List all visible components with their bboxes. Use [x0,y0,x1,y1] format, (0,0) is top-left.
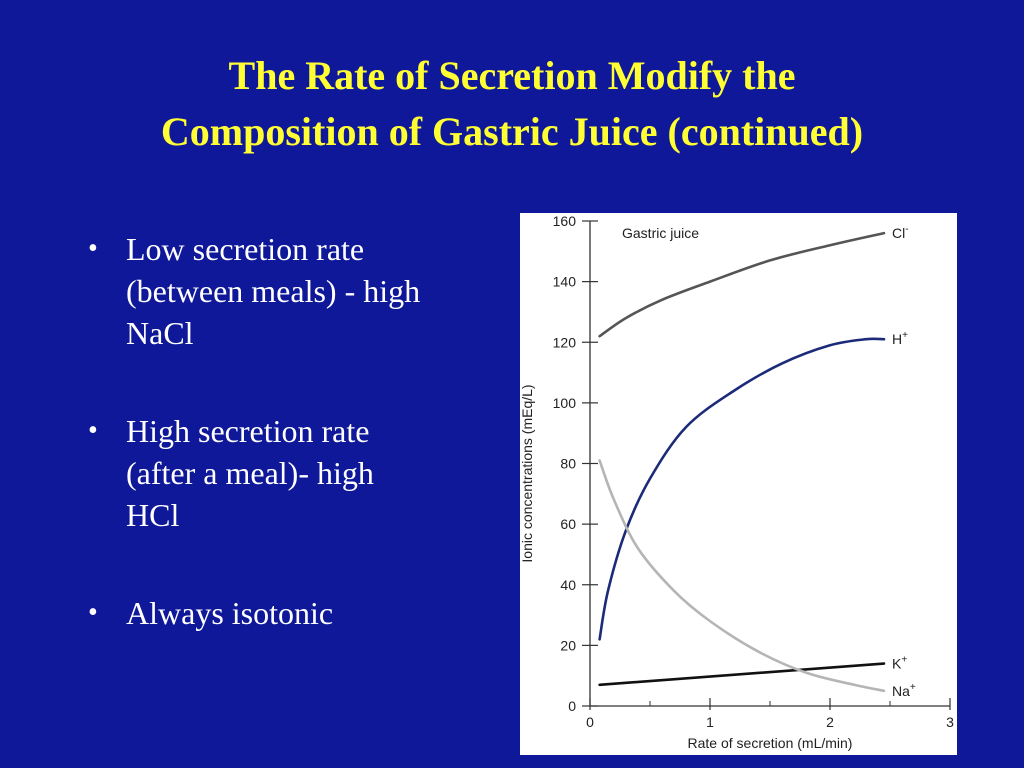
bullet-item: • Always isotonic [88,592,508,634]
y-tick-label: 140 [553,274,577,290]
bullet-item: • Low secretion rate (between meals) - h… [88,228,508,354]
y-tick-label: 100 [553,395,577,411]
y-tick-label: 120 [553,334,577,350]
series-label-Cl-: Cl- [892,224,909,241]
series-label-H+: H+ [892,330,908,347]
series-label-Na+: Na+ [892,682,916,699]
gastric-juice-chart: 0 20 40 60 80 100 120 140 160 0 1 2 3 Rate of secreti… [520,213,957,755]
series-line-H+ [598,337,886,641]
bullet-line: Low secretion rate [126,231,365,267]
x-tick-label: 1 [706,714,714,730]
bullet-line: Always isotonic [126,595,334,631]
x-tick-label: 0 [586,714,594,730]
bullet-line: High secretion rate [126,413,370,449]
y-tick-label: 20 [560,637,576,653]
y-tick-label: 60 [560,516,576,532]
bullet-marker: • [88,597,98,628]
title-line-1: The Rate of Secretion Modify the [228,53,796,98]
y-tick-label: 0 [568,698,576,714]
y-tick-label: 40 [560,577,576,593]
bullet-line: (after a meal)- high [126,455,374,491]
y-tick-label: 80 [560,456,576,472]
title-line-2: Composition of Gastric Juice (continued) [160,109,864,154]
x-tick-label: 2 [826,714,834,730]
bullet-line: (between meals) - high [126,273,421,309]
series-line-K+ [598,662,886,687]
chart-svg: 0 20 40 60 80 100 120 140 160 0 1 2 3 Rate of secreti… [520,213,954,751]
series-line-Na+ [598,459,886,693]
bullet-marker: • [88,233,98,264]
chart-title: Gastric juice [622,225,699,241]
y-axis-label: Ionic concentrations (mEq/L) [520,384,535,562]
series-line-Cl- [598,231,886,338]
bullet-list: • Low secretion rate (between meals) - h… [88,228,508,690]
y-tick-label: 160 [553,213,577,229]
x-axis-label: Rate of secretion (mL/min) [688,735,853,751]
bullet-marker: • [88,415,98,446]
x-tick-label: 3 [946,714,954,730]
series-label-K+: K+ [892,655,907,672]
slide-title: The Rate of Secretion Modify the Composi… [40,48,984,160]
bullet-line: NaCl [126,315,194,351]
bullet-line: HCl [126,497,180,533]
bullet-item: • High secretion rate (after a meal)- hi… [88,410,508,536]
